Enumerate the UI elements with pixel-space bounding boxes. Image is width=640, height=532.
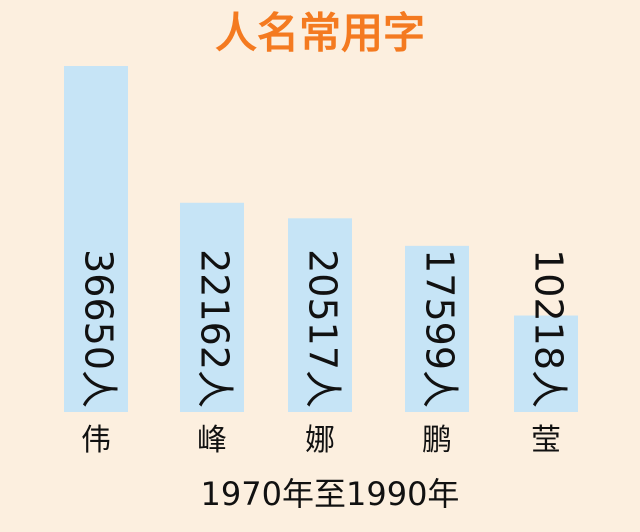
- bar: [288, 218, 352, 412]
- x-tick-label: 峰: [197, 423, 227, 458]
- x-axis-label: 1970年至1990年: [201, 475, 460, 513]
- value-label: 36650人: [77, 249, 121, 408]
- value-label: 10218人: [527, 249, 571, 408]
- bar: [180, 202, 244, 412]
- chart-title: 人名常用字: [215, 9, 425, 58]
- bar: [514, 315, 578, 412]
- bar: [64, 66, 128, 412]
- x-tick-label: 莹: [531, 423, 561, 458]
- x-tick-label: 娜: [305, 423, 335, 458]
- value-label: 20517人: [301, 249, 345, 408]
- bar: [405, 245, 469, 412]
- value-label: 22162人: [193, 249, 237, 408]
- x-tick-label: 伟: [81, 423, 111, 458]
- x-tick-label: 鹏: [422, 423, 452, 458]
- value-label: 17599人: [418, 249, 462, 408]
